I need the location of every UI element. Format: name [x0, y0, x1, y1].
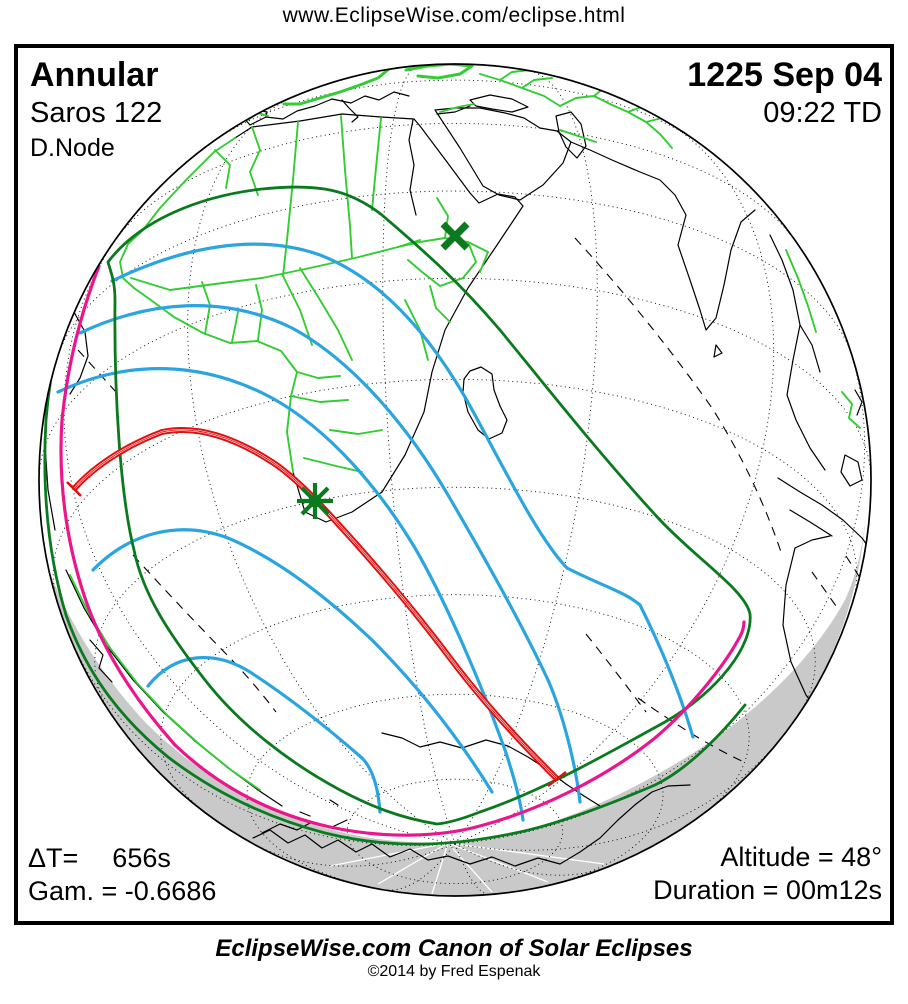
saros-label: Saros 122	[30, 97, 163, 129]
delta-t-label: ΔT=	[28, 843, 79, 873]
greatest-eclipse-asterisk-icon	[297, 483, 333, 519]
node-label: D.Node	[30, 134, 115, 162]
magnitude-contours	[56, 242, 695, 822]
delta-t-row: ΔT= 656s	[28, 843, 171, 874]
sub-solar-x-icon	[440, 221, 470, 251]
penumbral-limits	[43, 185, 752, 846]
globe-limb	[38, 63, 872, 897]
night-graticule-lines	[329, 842, 605, 895]
eclipse-date: 1225 Sep 04	[687, 56, 882, 94]
copyright-line: ©2014 by Fred Espenak	[367, 963, 541, 980]
canon-title: EclipseWise.com Canon of Solar Eclipses	[215, 935, 693, 962]
duration-value: Duration = 00m12s	[653, 875, 882, 905]
source-url: www.EclipseWise.com/eclipse.html	[282, 4, 626, 27]
eclipse-time: 09:22 TD	[763, 97, 882, 129]
rise-set-curve	[59, 264, 746, 837]
map-frame	[14, 44, 894, 925]
gamma-value: Gam. = -0.6686	[28, 876, 217, 906]
altitude-value: Altitude = 48°	[720, 842, 882, 872]
delta-t-value: 656s	[112, 843, 171, 873]
dashed-limit-curves	[77, 237, 865, 763]
eclipse-type-label: Annular	[30, 56, 159, 94]
